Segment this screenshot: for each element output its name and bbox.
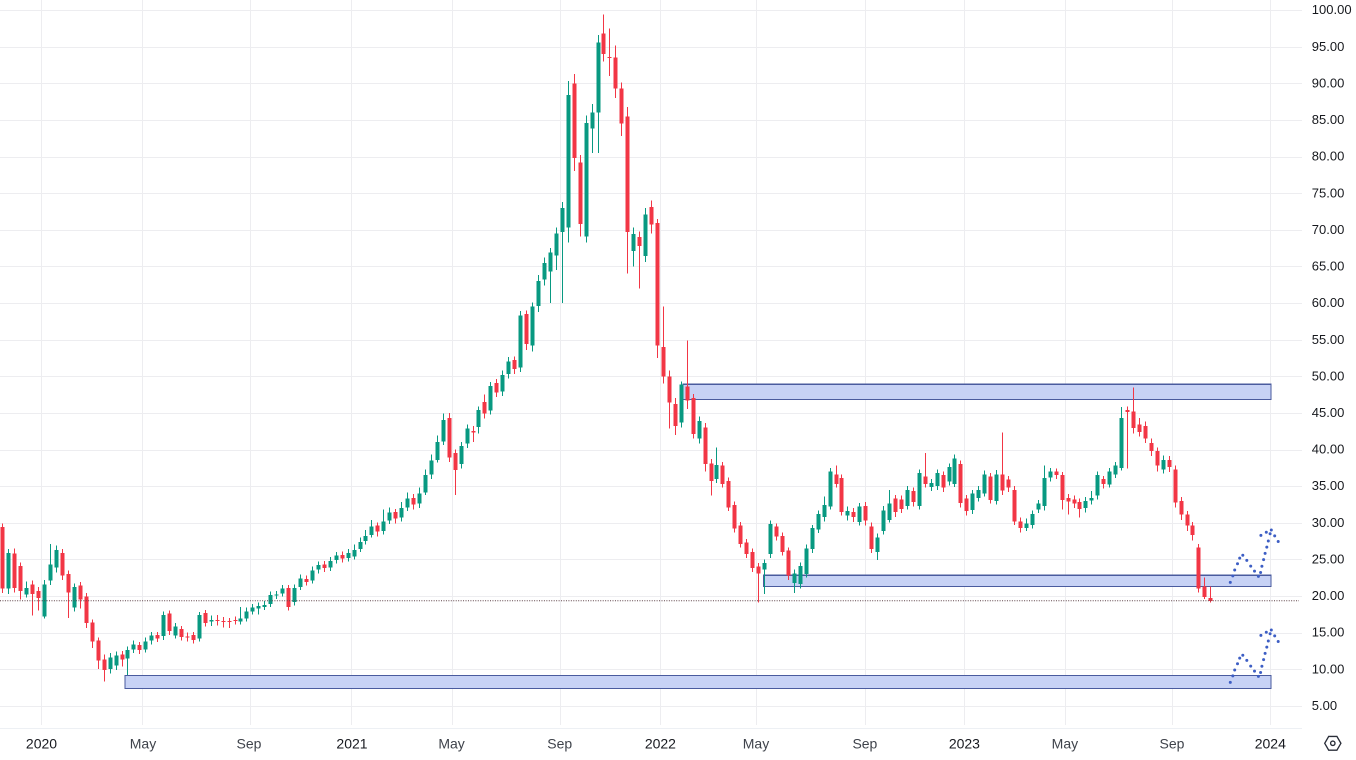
svg-text:75.00: 75.00 bbox=[1312, 185, 1345, 200]
svg-text:May: May bbox=[130, 735, 156, 751]
svg-text:2023: 2023 bbox=[949, 735, 980, 751]
svg-text:May: May bbox=[743, 735, 769, 751]
svg-text:50.00: 50.00 bbox=[1312, 368, 1345, 383]
svg-text:60.00: 60.00 bbox=[1312, 295, 1345, 310]
svg-text:95.00: 95.00 bbox=[1312, 39, 1345, 54]
svg-text:90.00: 90.00 bbox=[1312, 75, 1345, 90]
svg-text:45.00: 45.00 bbox=[1312, 405, 1345, 420]
svg-text:85.00: 85.00 bbox=[1312, 112, 1345, 127]
svg-text:Sep: Sep bbox=[237, 735, 262, 751]
svg-text:20.00: 20.00 bbox=[1312, 588, 1345, 603]
svg-text:35.00: 35.00 bbox=[1312, 478, 1345, 493]
svg-text:65.00: 65.00 bbox=[1312, 259, 1345, 274]
svg-text:15.00: 15.00 bbox=[1312, 625, 1345, 640]
svg-text:2020: 2020 bbox=[26, 735, 57, 751]
svg-text:5.00: 5.00 bbox=[1312, 698, 1337, 713]
svg-text:100.00: 100.00 bbox=[1312, 2, 1352, 17]
svg-text:Sep: Sep bbox=[852, 735, 877, 751]
svg-text:10.00: 10.00 bbox=[1312, 661, 1345, 676]
svg-text:80.00: 80.00 bbox=[1312, 149, 1345, 164]
svg-text:May: May bbox=[1052, 735, 1078, 751]
svg-text:55.00: 55.00 bbox=[1312, 332, 1345, 347]
svg-text:2022: 2022 bbox=[645, 735, 676, 751]
svg-text:Sep: Sep bbox=[547, 735, 572, 751]
svg-text:70.00: 70.00 bbox=[1312, 222, 1345, 237]
svg-text:Sep: Sep bbox=[1160, 735, 1185, 751]
svg-text:40.00: 40.00 bbox=[1312, 442, 1345, 457]
svg-text:2021: 2021 bbox=[336, 735, 367, 751]
svg-text:25.00: 25.00 bbox=[1312, 552, 1345, 567]
svg-text:2024: 2024 bbox=[1255, 735, 1286, 751]
svg-text:May: May bbox=[438, 735, 464, 751]
svg-text:30.00: 30.00 bbox=[1312, 515, 1345, 530]
